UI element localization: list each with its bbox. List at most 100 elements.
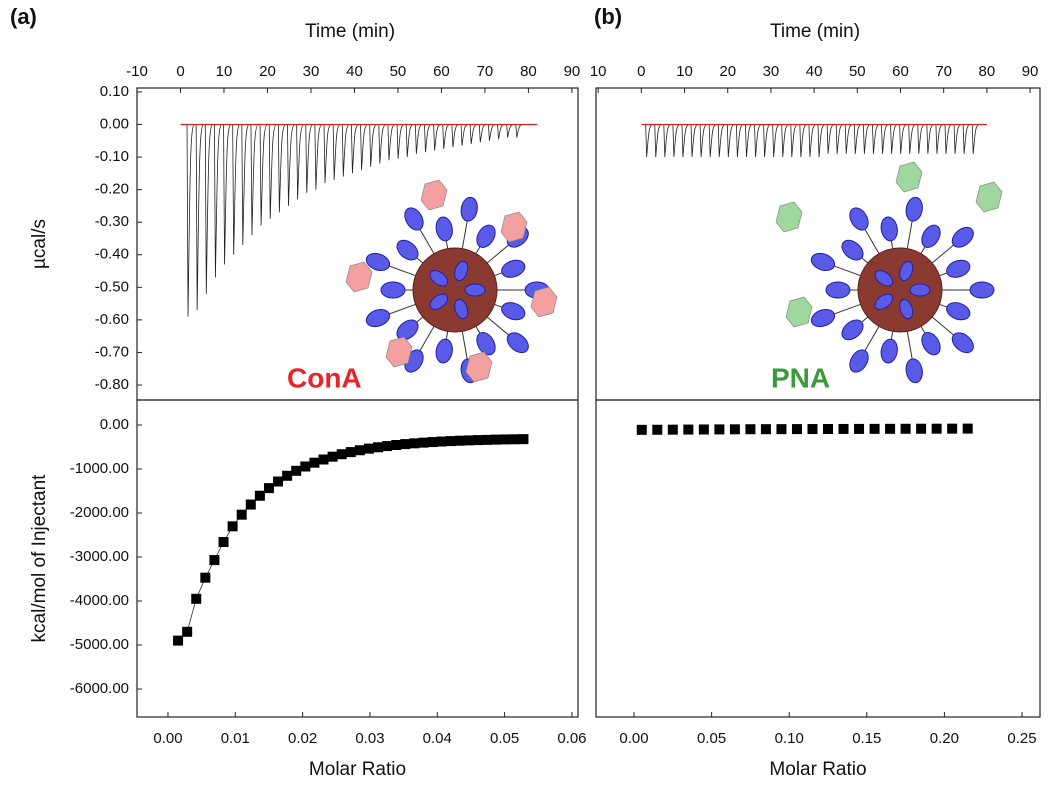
lectin	[775, 201, 803, 233]
data-point	[869, 423, 880, 434]
sugar	[404, 207, 424, 231]
injection-peak	[442, 124, 451, 149]
y-tick-label: 0.00	[100, 115, 129, 132]
injection-peak	[506, 124, 515, 138]
x-tick-label: 0.15	[852, 730, 881, 747]
x-tick-label: 0.00	[619, 730, 648, 747]
x-tick-label: 0.10	[775, 730, 804, 747]
annotation: PNA	[771, 362, 830, 393]
injection-peak	[305, 124, 314, 193]
data-point	[916, 423, 927, 434]
injection-peak	[332, 124, 341, 180]
injection-peak	[451, 124, 460, 148]
injection-peak	[853, 124, 862, 154]
lectin	[465, 351, 493, 383]
injection-peak	[287, 124, 296, 206]
sugar	[880, 216, 898, 242]
sugar	[825, 281, 851, 299]
data-point	[300, 461, 311, 472]
sugar	[841, 239, 864, 261]
x-tick-label: 70	[935, 63, 952, 80]
injection-peak	[515, 124, 524, 138]
y-tick-label: -0.20	[95, 181, 129, 198]
lectin	[785, 296, 813, 328]
injection-peak	[433, 124, 442, 151]
injection-peak	[369, 124, 378, 167]
sugar	[909, 283, 931, 297]
data-point	[182, 626, 193, 637]
x-tick-label: 90	[1022, 63, 1039, 80]
sugar	[435, 216, 453, 242]
injection-peak	[488, 124, 496, 141]
data-point	[327, 451, 338, 462]
injection-peak	[962, 124, 971, 154]
sugar	[951, 226, 974, 248]
lectin	[385, 336, 413, 368]
sugar	[396, 319, 419, 341]
data-point	[318, 454, 329, 465]
injection-peak	[341, 124, 350, 177]
injection-peak	[817, 124, 826, 158]
data-point	[345, 447, 356, 458]
y-tick-label: -1000.00	[70, 460, 129, 477]
y-tick-label: -0.40	[95, 246, 129, 263]
data-point	[652, 424, 663, 435]
injection-peak	[232, 124, 241, 255]
x-tick-label: 0	[176, 63, 184, 80]
data-point	[667, 424, 678, 435]
data-point	[382, 441, 393, 452]
data-point	[209, 555, 220, 566]
injection-peak	[826, 124, 835, 154]
sugar	[380, 281, 406, 299]
sugar	[899, 260, 914, 282]
injection-peak	[186, 124, 195, 317]
x-axis-title: Time (min)	[305, 21, 395, 42]
lectin	[895, 161, 923, 193]
y-tick-label: -0.70	[95, 343, 129, 360]
injection-peak	[881, 124, 889, 154]
injection-peak	[754, 124, 762, 158]
sugar	[921, 332, 941, 356]
y-axis-title: µcal/s	[29, 219, 50, 269]
injection-peak	[781, 124, 790, 158]
data-point	[227, 521, 238, 532]
injection-peak	[944, 124, 953, 154]
nanoparticle	[857, 247, 943, 333]
injection-peak	[241, 124, 250, 245]
y-axis-title: kcal/mol of Injectant	[29, 474, 50, 643]
y-tick-label: -0.30	[95, 213, 129, 230]
injection-peak	[899, 124, 908, 154]
injection-peak	[917, 124, 926, 154]
data-point	[200, 572, 211, 583]
sugar	[951, 332, 974, 354]
panel-label: (a)	[10, 4, 37, 29]
x-tick-label: 40	[806, 63, 823, 80]
x-tick-label: 80	[520, 63, 537, 80]
annotation: ConA	[287, 362, 362, 393]
injection-peak	[690, 124, 699, 158]
injection-peak	[726, 124, 735, 158]
data-point	[354, 445, 365, 456]
data-point	[336, 449, 347, 460]
injection-peak	[681, 124, 690, 158]
y-tick-label: -0.80	[95, 376, 129, 393]
data-point	[391, 440, 402, 451]
sugar	[946, 302, 971, 321]
y-tick-label: -0.60	[95, 311, 129, 328]
lectin	[345, 261, 373, 293]
sugar	[365, 308, 391, 328]
x-axis-title: Molar Ratio	[309, 759, 406, 780]
x-tick-label: 70	[477, 63, 494, 80]
data-point	[245, 499, 256, 510]
injection-peak	[195, 124, 204, 311]
x-tick-label: 50	[390, 63, 407, 80]
x-tick-label: 0.06	[557, 730, 586, 747]
sugar	[396, 239, 419, 261]
data-point	[273, 476, 284, 487]
x-tick-label: 30	[303, 63, 320, 80]
data-point	[854, 423, 865, 434]
lectin	[530, 286, 558, 318]
data-point	[962, 423, 973, 434]
data-point	[436, 436, 447, 447]
data-point	[729, 424, 740, 435]
